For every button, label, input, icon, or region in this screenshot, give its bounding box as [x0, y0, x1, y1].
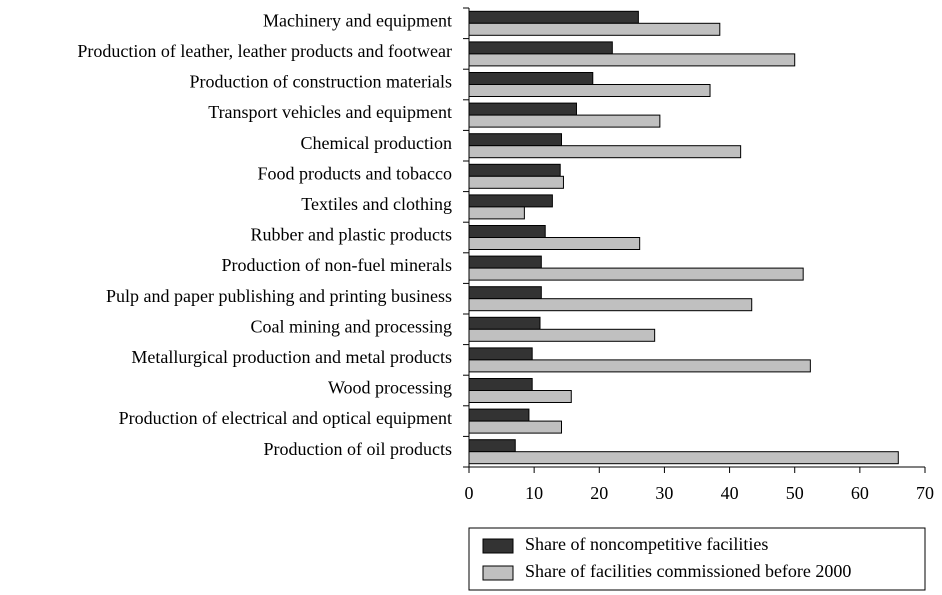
y-tick-label: Rubber and plastic products: [251, 225, 452, 245]
legend-label: Share of noncompetitive facilities: [525, 534, 768, 554]
bar: [468, 408, 530, 422]
bar: [468, 84, 711, 97]
bar: [468, 41, 613, 55]
y-tick-label: Transport vehicles and equipment: [208, 102, 452, 122]
x-tick-label: 10: [525, 483, 543, 503]
bar: [468, 420, 563, 434]
bar: [468, 237, 641, 250]
bar: [468, 145, 742, 159]
legend-swatch: [482, 538, 514, 554]
bar: [468, 225, 546, 238]
x-tick-label: 60: [851, 483, 869, 503]
y-tick-label: Production of electrical and optical equ…: [119, 408, 452, 428]
bar: [468, 316, 541, 330]
bar: [468, 267, 804, 281]
legend-label: Share of facilities commissioned before …: [525, 561, 851, 581]
bar: [468, 194, 553, 208]
bar: [468, 298, 753, 312]
y-tick-label: Coal mining and processing: [251, 316, 452, 336]
x-tick-label: 0: [465, 483, 474, 503]
y-tick-label: Chemical production: [301, 133, 452, 153]
bar: [468, 206, 525, 220]
y-tick-label: Production of construction materials: [190, 72, 452, 92]
bar: [468, 163, 561, 177]
x-tick-label: 20: [590, 483, 608, 503]
y-tick-label: Production of non-fuel minerals: [222, 255, 452, 275]
bar: [468, 390, 572, 403]
y-tick-label: Food products and tobacco: [258, 163, 452, 183]
legend-swatch: [482, 565, 514, 581]
x-tick-label: 70: [916, 483, 934, 503]
bar: [468, 53, 796, 67]
y-tick-label: Metallurgical production and metal produ…: [131, 347, 452, 367]
bar: [468, 72, 594, 85]
bar: [468, 102, 577, 116]
bar: [468, 328, 656, 342]
y-tick-label: Production of oil products: [264, 439, 452, 459]
y-tick-label: Textiles and clothing: [301, 194, 452, 214]
bar: [468, 439, 516, 453]
bar: [468, 133, 563, 147]
x-tick-label: 50: [786, 483, 804, 503]
y-tick-label: Wood processing: [328, 378, 452, 398]
bar: [468, 359, 811, 373]
bar: [468, 22, 721, 36]
bar: [468, 10, 639, 24]
bar: [468, 255, 542, 269]
bar: [468, 451, 899, 465]
x-tick-label: 40: [721, 483, 739, 503]
bar: [468, 378, 533, 391]
bar: [468, 286, 542, 300]
y-tick-label: Pulp and paper publishing and printing b…: [106, 286, 452, 306]
bar: [468, 175, 564, 189]
bar: [468, 114, 661, 128]
x-tick-label: 30: [655, 483, 673, 503]
y-tick-label: Machinery and equipment: [263, 10, 452, 30]
y-tick-label: Production of leather, leather products …: [77, 41, 452, 61]
legend-box: [468, 527, 926, 591]
bar: [468, 347, 533, 361]
